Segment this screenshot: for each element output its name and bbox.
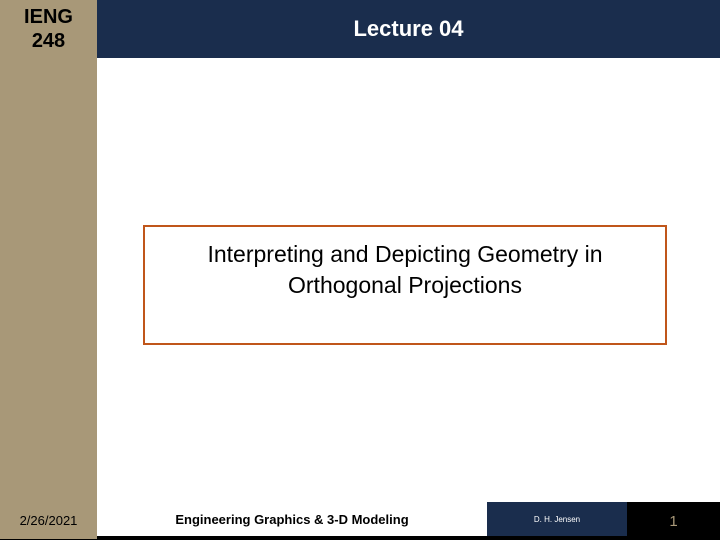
lecture-title-container: Lecture 04	[97, 0, 720, 58]
footer-date-text: 2/26/2021	[20, 513, 78, 528]
main-content-box: Interpreting and Depicting Geometry in O…	[143, 225, 667, 345]
footer-page-box: 1	[627, 502, 720, 540]
course-code-text: IENG 248	[24, 5, 73, 53]
footer-author-box: D. H. Jensen	[487, 502, 627, 536]
lecture-title-text: Lecture 04	[353, 16, 463, 42]
footer-course-text: Engineering Graphics & 3-D Modeling	[175, 512, 408, 527]
main-title-text: Interpreting and Depicting Geometry in O…	[207, 239, 602, 301]
footer-page-text: 1	[669, 513, 677, 530]
footer-course-box: Engineering Graphics & 3-D Modeling	[97, 502, 487, 536]
footer-date-box: 2/26/2021	[0, 502, 97, 539]
footer-author-text: D. H. Jensen	[534, 515, 580, 524]
course-code-badge: IENG 248	[0, 0, 97, 58]
sidebar-accent	[0, 0, 97, 540]
